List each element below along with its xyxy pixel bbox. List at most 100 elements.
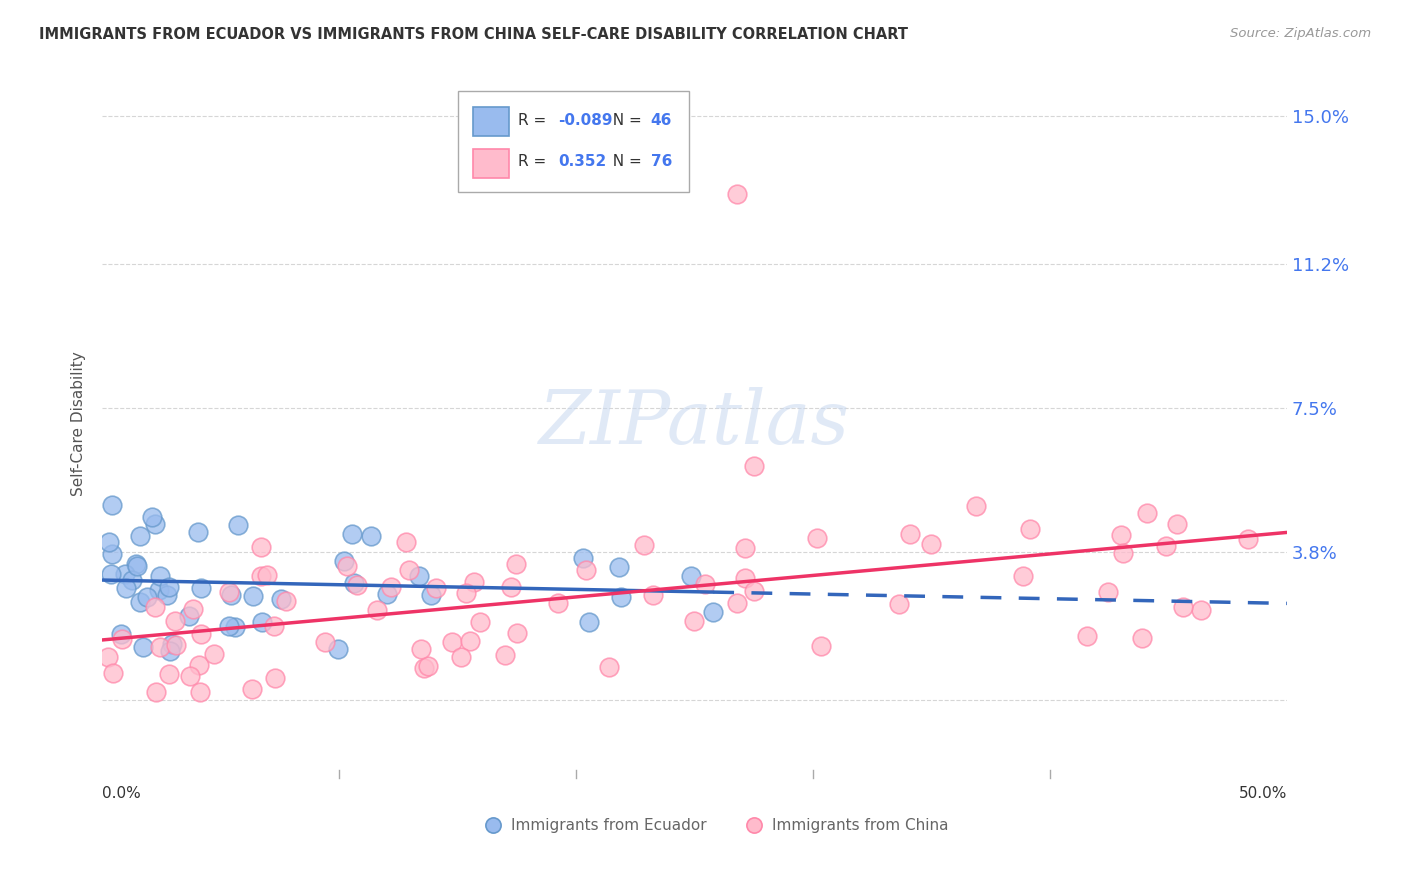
Text: Source: ZipAtlas.com: Source: ZipAtlas.com bbox=[1230, 27, 1371, 40]
Point bbox=[360, 529, 382, 543]
Point bbox=[159, 644, 181, 658]
Text: N =: N = bbox=[603, 154, 647, 169]
Point bbox=[1130, 631, 1153, 645]
Point bbox=[179, 669, 201, 683]
Point bbox=[100, 498, 122, 512]
Bar bbox=[472, 149, 509, 178]
Text: -0.089: -0.089 bbox=[558, 113, 613, 128]
Point bbox=[806, 531, 828, 545]
Point bbox=[221, 588, 243, 602]
Point bbox=[607, 560, 630, 574]
Text: 46: 46 bbox=[651, 113, 672, 128]
Point bbox=[131, 640, 153, 654]
Point bbox=[898, 527, 921, 541]
Point bbox=[506, 625, 529, 640]
Point bbox=[1097, 584, 1119, 599]
Point bbox=[380, 580, 402, 594]
Point bbox=[336, 559, 359, 574]
Point bbox=[1166, 516, 1188, 531]
Text: ZIPatlas: ZIPatlas bbox=[538, 387, 851, 460]
Point bbox=[100, 567, 122, 582]
Point bbox=[333, 554, 356, 568]
Point bbox=[965, 499, 987, 513]
Point bbox=[1109, 527, 1132, 541]
Point bbox=[141, 510, 163, 524]
Point bbox=[454, 586, 477, 600]
Point bbox=[1136, 506, 1159, 520]
Point bbox=[190, 626, 212, 640]
Point bbox=[342, 527, 364, 541]
Text: Immigrants from China: Immigrants from China bbox=[772, 818, 948, 833]
Point bbox=[202, 647, 225, 661]
Point bbox=[160, 637, 183, 651]
Point bbox=[145, 685, 167, 699]
Point bbox=[110, 632, 132, 647]
Point bbox=[240, 682, 263, 697]
Point bbox=[143, 517, 166, 532]
Point bbox=[742, 584, 765, 599]
Point bbox=[742, 459, 765, 474]
Point bbox=[641, 588, 664, 602]
Point bbox=[135, 590, 157, 604]
Point bbox=[249, 540, 271, 554]
Point bbox=[547, 597, 569, 611]
Point bbox=[425, 581, 447, 595]
Point bbox=[395, 535, 418, 549]
Point bbox=[1171, 600, 1194, 615]
Point bbox=[695, 576, 717, 591]
Point bbox=[103, 665, 125, 680]
Point bbox=[326, 641, 349, 656]
Point bbox=[148, 583, 170, 598]
Point bbox=[734, 571, 756, 585]
Text: N =: N = bbox=[603, 113, 647, 128]
Text: IMMIGRANTS FROM ECUADOR VS IMMIGRANTS FROM CHINA SELF-CARE DISABILITY CORRELATIO: IMMIGRANTS FROM ECUADOR VS IMMIGRANTS FR… bbox=[39, 27, 908, 42]
Point bbox=[610, 590, 633, 604]
Text: 0.352: 0.352 bbox=[558, 154, 606, 169]
Point bbox=[633, 538, 655, 552]
Point bbox=[810, 639, 832, 653]
Text: R =: R = bbox=[517, 154, 555, 169]
Text: 76: 76 bbox=[651, 154, 672, 169]
Point bbox=[250, 615, 273, 629]
Point bbox=[218, 619, 240, 633]
Y-axis label: Self-Care Disability: Self-Care Disability bbox=[72, 351, 86, 496]
Point bbox=[734, 541, 756, 555]
Point bbox=[183, 602, 205, 616]
Point bbox=[143, 599, 166, 614]
Point bbox=[110, 626, 132, 640]
Point bbox=[683, 614, 706, 628]
Point bbox=[458, 634, 481, 648]
Point bbox=[346, 578, 368, 592]
Point bbox=[114, 567, 136, 582]
Point bbox=[149, 640, 172, 654]
Point bbox=[115, 581, 138, 595]
Point bbox=[121, 573, 143, 587]
Text: 50.0%: 50.0% bbox=[1239, 786, 1286, 800]
Point bbox=[725, 596, 748, 610]
Point bbox=[725, 187, 748, 202]
Point bbox=[450, 649, 472, 664]
Point bbox=[412, 661, 434, 675]
Point bbox=[419, 588, 441, 602]
Point bbox=[165, 638, 187, 652]
Point bbox=[494, 648, 516, 663]
Point bbox=[702, 605, 724, 619]
Text: 0.0%: 0.0% bbox=[103, 786, 141, 800]
Point bbox=[408, 568, 430, 582]
Point bbox=[887, 597, 910, 611]
Point bbox=[366, 603, 388, 617]
Point bbox=[1011, 569, 1033, 583]
Point bbox=[1189, 603, 1212, 617]
Point bbox=[97, 534, 120, 549]
Point bbox=[156, 588, 179, 602]
Text: Immigrants from Ecuador: Immigrants from Ecuador bbox=[510, 818, 707, 833]
Point bbox=[149, 568, 172, 582]
Point bbox=[187, 524, 209, 539]
Point bbox=[920, 537, 942, 551]
Point bbox=[218, 584, 240, 599]
Point bbox=[177, 608, 200, 623]
Point bbox=[274, 594, 297, 608]
Point bbox=[165, 615, 187, 629]
Point bbox=[125, 559, 148, 574]
Point bbox=[264, 671, 287, 685]
